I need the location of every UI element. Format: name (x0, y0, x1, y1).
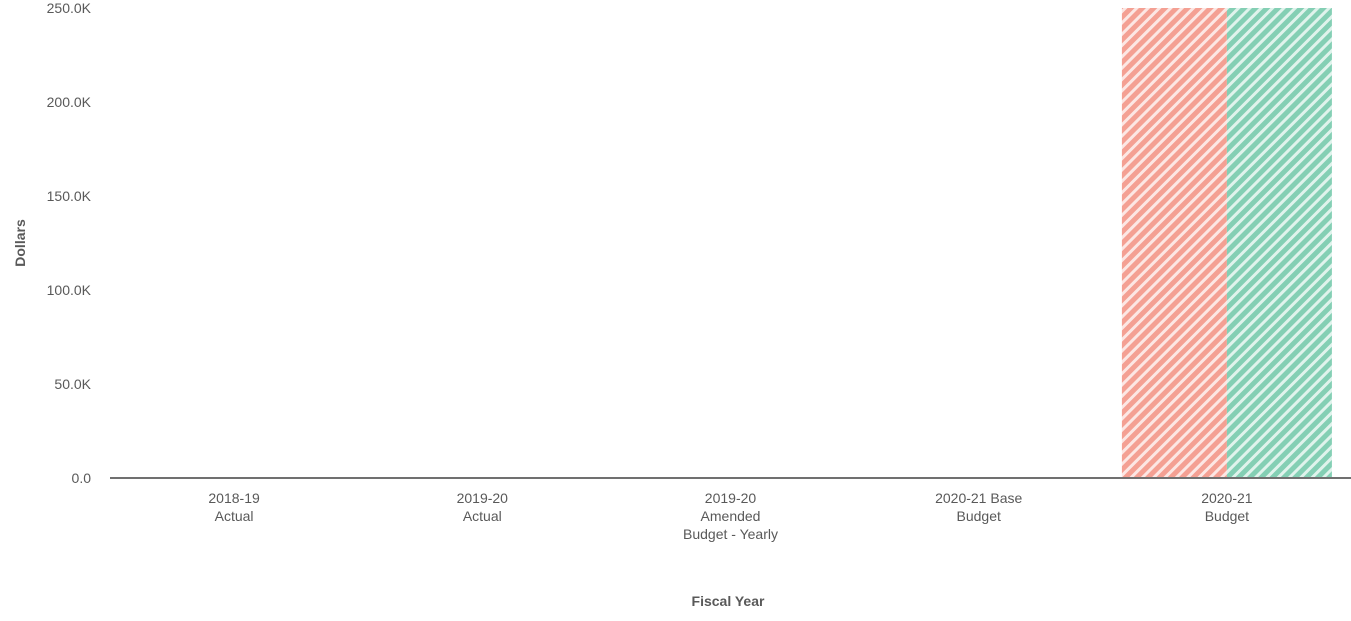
x-tick-label: Actual (215, 508, 254, 524)
bar[interactable] (1226, 8, 1332, 478)
x-tick-label: Actual (463, 508, 502, 524)
x-tick-label: 2018-19 (208, 490, 260, 506)
bar[interactable] (1121, 8, 1227, 478)
y-tick-label: 100.0K (47, 282, 92, 298)
y-axis-title: Dollars (12, 219, 28, 267)
x-axis-title: Fiscal Year (692, 593, 765, 609)
y-tick-label: 0.0 (72, 470, 92, 486)
x-tick-label: Budget - Yearly (683, 526, 778, 542)
x-tick-label: 2020-21 Base (935, 490, 1022, 506)
y-tick-label: 200.0K (47, 94, 92, 110)
x-tick-label: Budget (1205, 508, 1249, 524)
x-tick-label: Budget (957, 508, 1001, 524)
x-tick-label: Amended (701, 508, 761, 524)
x-tick-label: 2019-20 (457, 490, 509, 506)
x-axis-ticks: 2018-19 Actual 2019-20 Actual 2019-20 Amended… (208, 490, 1252, 542)
y-tick-label: 50.0K (54, 376, 91, 392)
bars (1121, 8, 1332, 478)
y-tick-label: 150.0K (47, 188, 92, 204)
x-tick-label: 2020-21 (1201, 490, 1253, 506)
y-tick-label: 250.0K (47, 0, 92, 16)
y-axis-ticks: 0.0 50.0K 100.0K 150.0K 200.0K 250.0K (47, 0, 92, 486)
x-tick-label: 2019-20 (705, 490, 757, 506)
